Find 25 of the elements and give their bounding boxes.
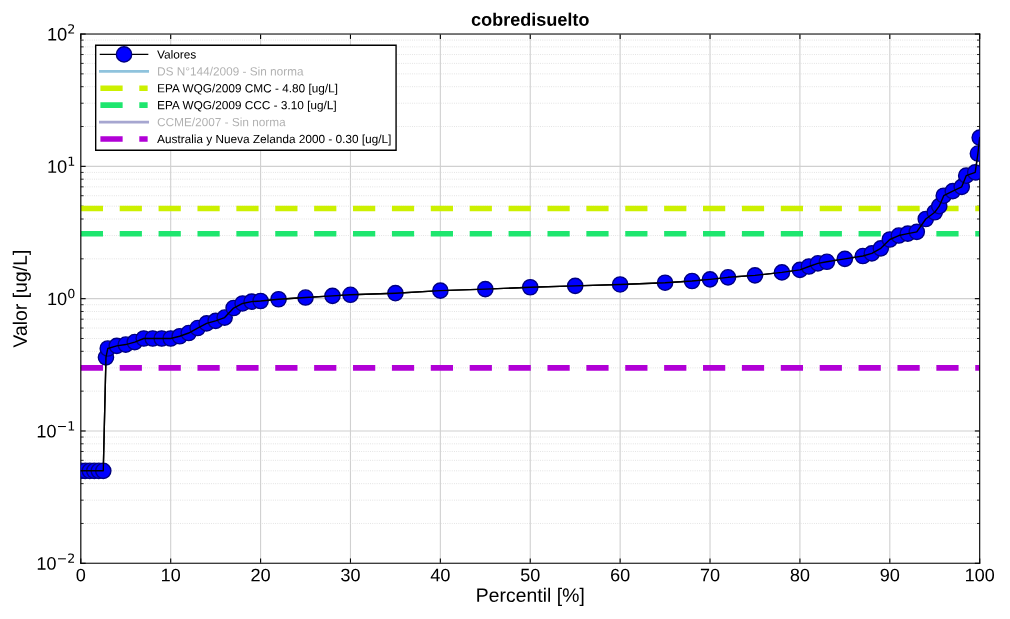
y-tick-label: 10$^{2}$: [48, 24, 75, 41]
x-tick-label: 90: [880, 568, 900, 582]
legend-label: Australia y Nueva Zelanda 2000 - 0.30 [ug/L]: [157, 134, 391, 146]
x-tick-label: 30: [341, 568, 360, 582]
x-tick-label: 20: [251, 568, 270, 582]
legend-label: EPA WQG/2009 CCC - 3.10 [ug/L]: [158, 100, 336, 112]
x-tick-label: 10: [162, 568, 181, 582]
y-axis-title: Valor [ug/L]: [12, 251, 31, 348]
x-tick-label: 100: [966, 568, 995, 582]
x-tick-label: 70: [700, 568, 720, 582]
y-tick-label: 10$^{1}$: [48, 156, 75, 173]
x-tick-label: 60: [611, 568, 630, 582]
y-tick-label: 10$^{−2}$: [37, 553, 75, 570]
x-tick-label: 80: [790, 568, 810, 582]
x-tick-label: 40: [430, 568, 450, 582]
legend-label: CCME/2007 - Sin norma: [157, 117, 286, 127]
x-tick-label: 50: [520, 568, 540, 582]
chart-title: cobredisuelto: [471, 12, 589, 26]
y-tick-label: 10$^{−1}$: [37, 421, 75, 438]
legend-label: Valores: [157, 49, 196, 59]
legend-label: EPA WQG/2009 CMC - 4.80 [ug/L]: [158, 83, 338, 95]
y-tick-label: 10$^{0}$: [48, 288, 75, 306]
x-axis-title: Percentil [%]: [477, 587, 584, 606]
x-tick-label: 0: [76, 568, 86, 582]
legend-label: DS N°144/2009 - Sin norma: [158, 66, 304, 76]
